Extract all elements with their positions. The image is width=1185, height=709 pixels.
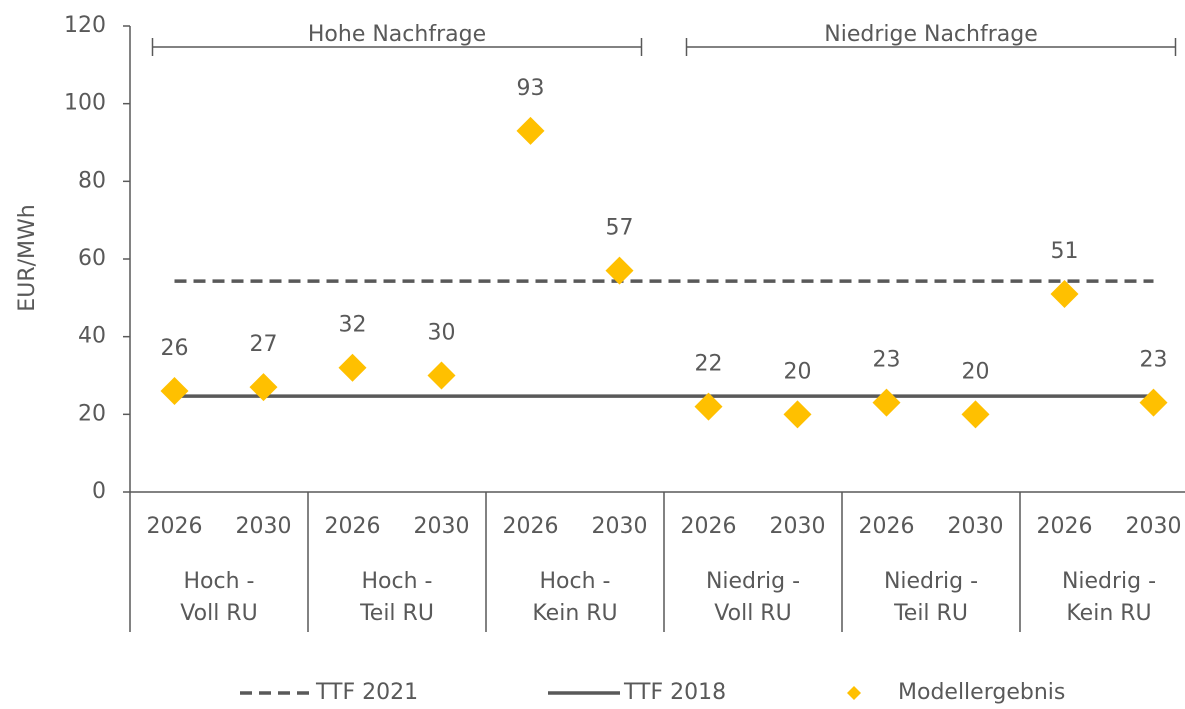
group-label: Hoch - [362, 569, 433, 594]
point [338, 353, 367, 382]
point [1139, 388, 1168, 417]
data-label: 27 [250, 332, 278, 357]
data-label: 22 [695, 352, 723, 377]
x-tick-label: 2030 [948, 514, 1004, 539]
point [783, 400, 812, 429]
point [605, 256, 634, 285]
x-tick-label: 2026 [681, 514, 737, 539]
x-tick-label: 2030 [414, 514, 470, 539]
data-label: 23 [873, 348, 901, 373]
group-label: Teil RU [893, 601, 968, 626]
y-tick-label: 20 [78, 401, 106, 426]
group-label: Kein RU [1066, 601, 1151, 626]
bracket-label: Niedrige Nachfrage [824, 22, 1037, 47]
point [160, 377, 189, 406]
y-tick-label: 120 [64, 13, 106, 38]
data-label: 23 [1140, 348, 1168, 373]
point [249, 373, 278, 402]
group-label: Hoch - [540, 569, 611, 594]
x-tick-label: 2026 [1037, 514, 1093, 539]
x-tick-label: 2026 [147, 514, 203, 539]
data-label: 30 [428, 321, 456, 346]
group-label: Niedrig - [884, 569, 978, 594]
x-tick-label: 2026 [325, 514, 381, 539]
legend-label: TTF 2018 [623, 680, 726, 705]
x-tick-label: 2030 [236, 514, 292, 539]
point [427, 361, 456, 390]
y-tick-label: 100 [64, 91, 106, 116]
x-tick-label: 2030 [592, 514, 648, 539]
data-label: 32 [339, 313, 367, 338]
point [694, 392, 723, 421]
y-tick-label: 80 [78, 168, 106, 193]
point [872, 388, 901, 417]
bracket-label: Hohe Nachfrage [308, 22, 486, 47]
group-label: Teil RU [359, 601, 434, 626]
y-tick-label: 60 [78, 246, 106, 271]
group-label: Voll RU [714, 601, 791, 626]
group-label: Kein RU [532, 601, 617, 626]
data-label: 57 [606, 216, 634, 241]
legend-label: TTF 2021 [315, 680, 418, 705]
y-axis-label: EUR/MWh [15, 204, 40, 311]
legend-marker [847, 686, 861, 700]
x-tick-label: 2026 [859, 514, 915, 539]
point [1050, 279, 1079, 308]
y-tick-label: 40 [78, 324, 106, 349]
group-label: Niedrig - [1062, 569, 1156, 594]
data-label: 93 [517, 76, 545, 101]
data-label: 26 [161, 336, 189, 361]
x-tick-label: 2026 [503, 514, 559, 539]
group-label: Niedrig - [706, 569, 800, 594]
x-tick-label: 2030 [770, 514, 826, 539]
point [516, 116, 545, 145]
y-tick-label: 0 [92, 479, 106, 504]
x-tick-label: 2030 [1126, 514, 1182, 539]
point [961, 400, 990, 429]
legend-label: Modellergebnis [898, 680, 1065, 705]
group-label: Voll RU [180, 601, 257, 626]
data-label: 51 [1051, 239, 1079, 264]
data-label: 20 [784, 359, 812, 384]
group-label: Hoch - [184, 569, 255, 594]
data-label: 20 [962, 359, 990, 384]
